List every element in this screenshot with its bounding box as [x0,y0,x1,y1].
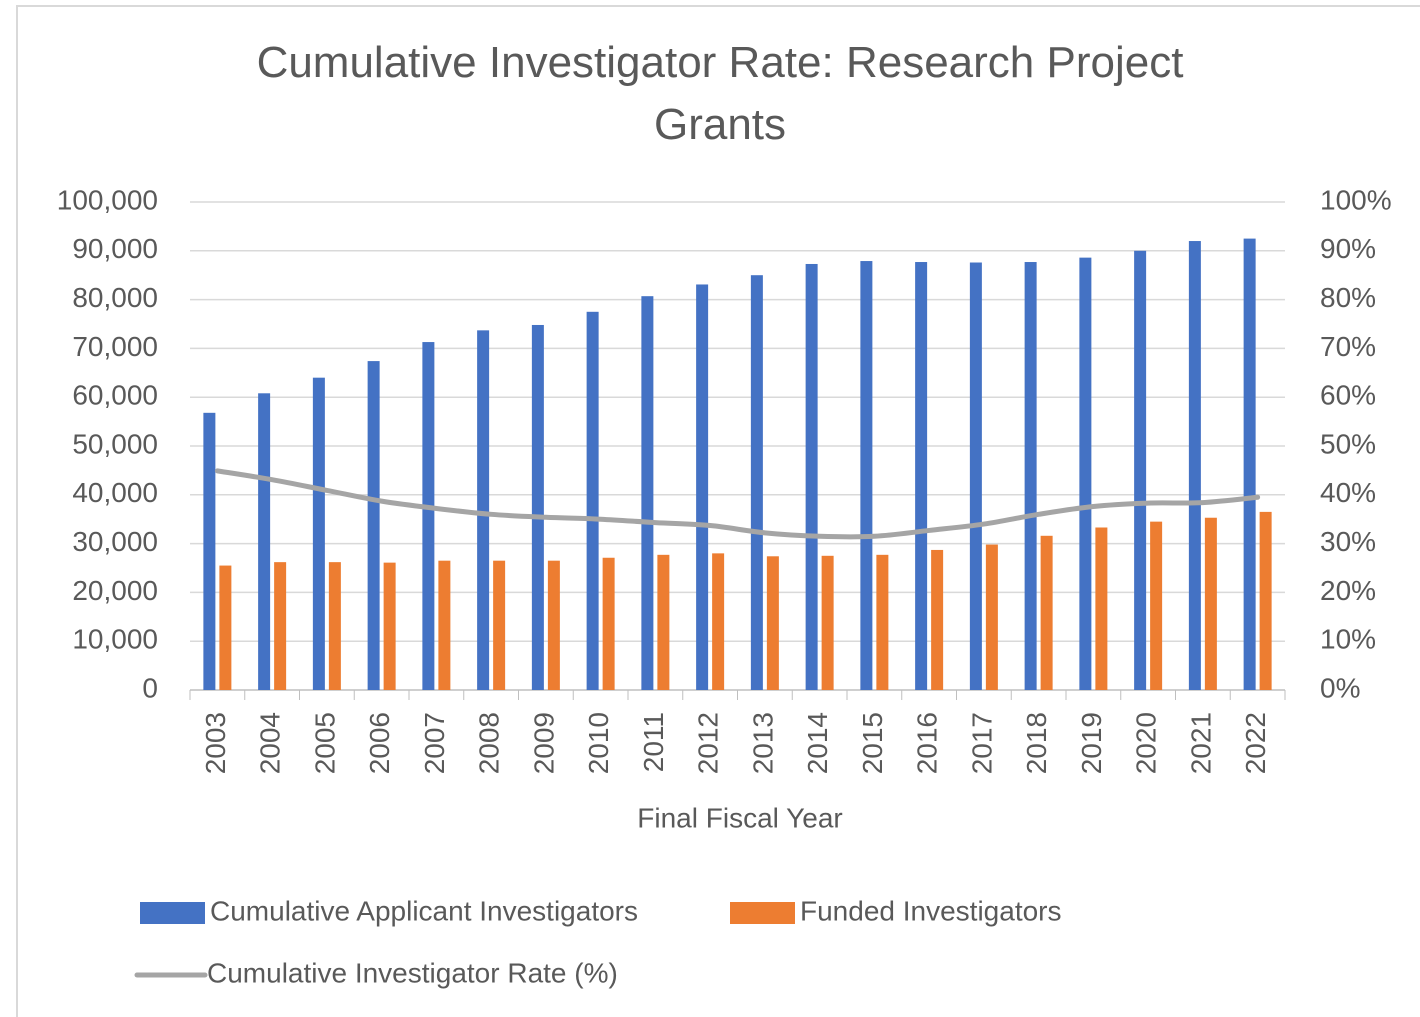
x-tick-label: 2014 [802,712,833,774]
y2-tick-label: 30% [1320,526,1376,557]
x-tick-label: 2017 [966,712,997,774]
bar [657,554,670,690]
bar [1150,521,1163,690]
bar [203,412,216,690]
x-tick-label: 2022 [1240,712,1271,774]
y2-tick-label: 40% [1320,477,1376,508]
bar [1134,250,1147,691]
bar [876,554,889,690]
x-tick-label: 2005 [309,712,340,774]
legend-swatch [140,902,205,924]
bar [1188,241,1201,691]
y2-tick-label: 0% [1320,672,1360,703]
y-tick-label: 60,000 [72,380,158,411]
bar [438,560,451,690]
bar [641,296,654,690]
bar [860,261,873,690]
bar [696,284,709,690]
y-tick-label: 70,000 [72,331,158,362]
y-tick-label: 80,000 [72,282,158,313]
chart-border [16,5,1420,1017]
bar [422,342,435,690]
bar [1243,238,1256,690]
bar [766,556,779,690]
bar [915,262,928,690]
bar [1259,511,1272,690]
bar [602,557,615,690]
bar [547,560,560,690]
x-tick-label: 2012 [693,712,724,774]
x-tick-label: 2015 [857,712,888,774]
x-tick-label: 2010 [583,712,614,774]
bar [1040,535,1053,690]
bar [383,562,396,690]
bar [531,324,544,690]
y-tick-label: 30,000 [72,526,158,557]
legend-swatch [730,902,795,924]
y-tick-label: 50,000 [72,428,158,459]
bar [712,553,725,690]
y2-tick-label: 50% [1320,428,1376,459]
x-tick-label: 2007 [419,712,450,774]
chart-title: Cumulative Investigator Rate: Research P… [256,38,1184,149]
bar [750,275,763,690]
bar [493,560,506,690]
bar [821,555,834,690]
y-tick-label: 40,000 [72,477,158,508]
bar [219,565,232,690]
y2-tick-label: 100% [1320,184,1392,215]
x-tick-label: 2011 [638,712,669,772]
x-tick-label: 2013 [747,712,778,774]
y2-tick-label: 60% [1320,380,1376,411]
bar [1024,262,1037,690]
x-tick-label: 2019 [1076,712,1107,774]
bar [274,562,287,690]
y2-tick-label: 70% [1320,331,1376,362]
y-tick-label: 10,000 [72,624,158,655]
bar [258,393,271,690]
bar [931,549,944,690]
x-tick-label: 2006 [364,712,395,774]
x-axis-label: Final Fiscal Year [637,802,842,833]
bar [586,311,599,690]
y-tick-label: 90,000 [72,233,158,264]
x-tick-label: 2009 [528,712,559,774]
y-tick-label: 100,000 [57,184,158,215]
y2-tick-label: 80% [1320,282,1376,313]
y2-tick-label: 90% [1320,233,1376,264]
bar [1079,257,1092,690]
bar [312,377,325,690]
bar [1204,517,1217,690]
y2-tick-label: 10% [1320,624,1376,655]
bar [367,361,380,690]
y2-tick-label: 20% [1320,575,1376,606]
legend-label: Cumulative Applicant Investigators [210,895,638,926]
x-tick-label: 2008 [474,712,505,774]
bar [477,330,490,690]
y-tick-label: 20,000 [72,575,158,606]
bar [985,544,998,690]
x-tick-label: 2016 [912,712,943,774]
line [214,468,1261,540]
y-tick-label: 0 [142,672,158,703]
bar [969,262,982,690]
bar [1095,527,1108,690]
x-tick-label: 2003 [200,712,231,774]
x-tick-label: 2018 [1021,712,1052,774]
x-tick-label: 2004 [255,712,286,774]
x-tick-label: 2020 [1131,712,1162,774]
legend-label: Funded Investigators [800,895,1062,926]
legend-label: Cumulative Investigator Rate (%) [207,957,618,988]
bar [805,263,818,690]
x-tick-label: 2021 [1185,712,1216,774]
bar [328,562,341,690]
